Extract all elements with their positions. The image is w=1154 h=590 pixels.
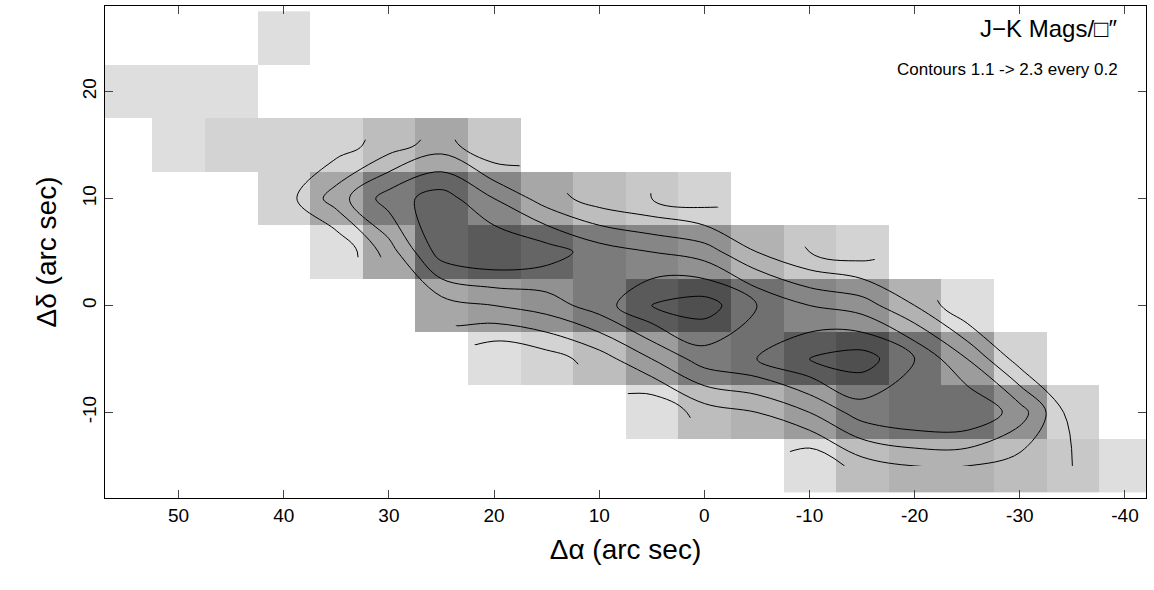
- svg-text:-10: -10: [79, 396, 100, 423]
- svg-text:-40: -40: [1111, 505, 1138, 526]
- svg-text:0: 0: [79, 297, 100, 308]
- svg-text:20: 20: [483, 505, 504, 526]
- svg-text:20: 20: [79, 78, 100, 99]
- svg-text:10: 10: [589, 505, 610, 526]
- svg-text:J−K Mags/□″: J−K Mags/□″: [980, 15, 1118, 42]
- svg-text:Δδ (arc sec): Δδ (arc sec): [31, 177, 62, 328]
- svg-text:40: 40: [273, 505, 294, 526]
- svg-text:0: 0: [699, 505, 710, 526]
- svg-text:-20: -20: [901, 505, 928, 526]
- svg-text:50: 50: [168, 505, 189, 526]
- svg-text:-10: -10: [796, 505, 823, 526]
- svg-text:30: 30: [378, 505, 399, 526]
- svg-text:Δα (arc sec): Δα (arc sec): [550, 534, 702, 565]
- svg-text:10: 10: [79, 185, 100, 206]
- svg-text:-30: -30: [1006, 505, 1033, 526]
- svg-text:Contours 1.1 -> 2.3 every 0.2: Contours 1.1 -> 2.3 every 0.2: [897, 60, 1118, 79]
